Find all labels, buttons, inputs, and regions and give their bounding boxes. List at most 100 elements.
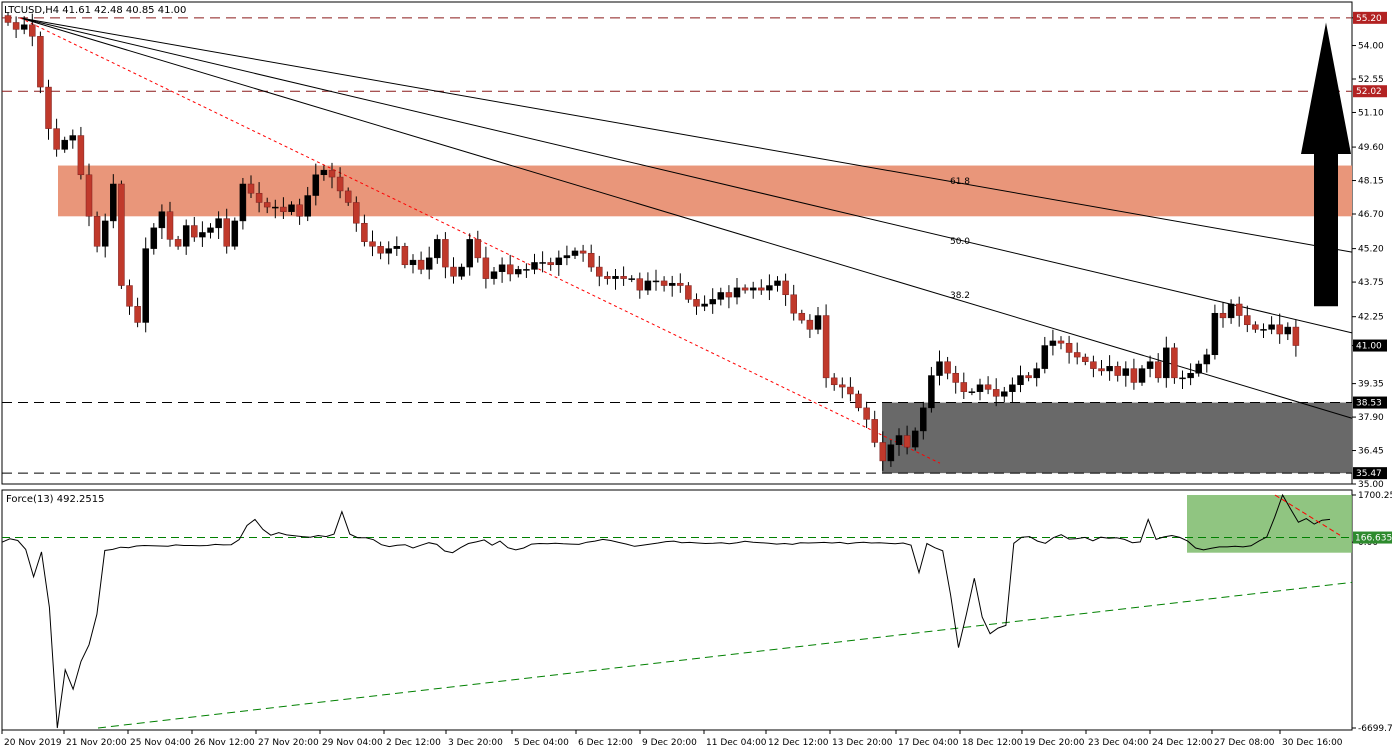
time-label: 20 Nov 2019 xyxy=(4,738,62,748)
candle xyxy=(280,197,287,219)
candle xyxy=(1244,305,1251,333)
candle xyxy=(344,187,352,206)
candle-body xyxy=(515,269,522,275)
candle xyxy=(1179,370,1186,389)
candle xyxy=(749,281,757,299)
candle xyxy=(255,182,263,213)
candle-body xyxy=(296,204,303,217)
up-arrow xyxy=(1301,22,1351,307)
force-panel xyxy=(1,489,1353,731)
force-zone xyxy=(1187,495,1352,553)
price-tick-label: 49.60 xyxy=(1358,143,1384,153)
candle xyxy=(960,372,968,399)
candle xyxy=(1268,316,1275,335)
candle-body xyxy=(620,276,627,279)
candle-body xyxy=(482,257,490,279)
force-tick-label: -6699.77 xyxy=(1358,724,1392,734)
candle xyxy=(425,246,433,280)
candle-body xyxy=(166,211,174,240)
candle xyxy=(855,390,862,412)
candle-body xyxy=(766,285,773,291)
candle-body xyxy=(839,384,846,388)
candle xyxy=(539,251,546,273)
candle-body xyxy=(936,361,943,376)
candle xyxy=(191,216,198,242)
candle xyxy=(596,255,603,287)
candle xyxy=(579,244,587,262)
candle xyxy=(1284,322,1292,341)
fib-fan-line-50.0 xyxy=(19,17,1353,334)
candle xyxy=(814,306,822,335)
candle xyxy=(928,366,935,413)
candle-body xyxy=(69,135,77,141)
candle-body xyxy=(976,384,984,392)
candle xyxy=(1260,323,1267,338)
candle xyxy=(1049,329,1057,356)
time-label: 23 Dec 04:00 xyxy=(1088,738,1149,748)
candle xyxy=(450,257,457,284)
candle xyxy=(215,211,222,239)
time-label: 27 Nov 20:00 xyxy=(258,738,319,748)
force-support-trendline xyxy=(97,581,1353,729)
price-panel-frame xyxy=(1,1,1353,485)
candle-body xyxy=(749,287,757,291)
time-label: 25 Nov 04:00 xyxy=(130,738,191,748)
candle-body xyxy=(174,239,182,247)
price-tick-label: 37.90 xyxy=(1358,413,1384,423)
candle xyxy=(636,272,644,299)
candle xyxy=(952,365,959,394)
candle xyxy=(223,208,230,254)
candle-body xyxy=(344,190,352,203)
fib-fan-line-38.2 xyxy=(19,17,1353,419)
candle-body xyxy=(53,128,60,150)
candle-body xyxy=(1244,315,1251,326)
candle xyxy=(498,257,506,283)
time-label: 3 Dec 20:00 xyxy=(448,738,503,748)
candle-body xyxy=(952,372,959,383)
candle-body xyxy=(93,216,101,247)
candle-body xyxy=(134,306,141,323)
candle xyxy=(1082,353,1089,366)
candle-body xyxy=(847,386,854,395)
price-tag-bg xyxy=(1353,396,1387,409)
candle-body xyxy=(636,278,644,291)
candle-body xyxy=(458,266,465,277)
candle-body xyxy=(328,169,336,178)
candle-body xyxy=(207,227,214,233)
candle-body xyxy=(587,252,595,268)
candle xyxy=(272,199,279,219)
candle-body xyxy=(1292,326,1300,346)
candle xyxy=(442,232,449,279)
candle xyxy=(61,136,68,153)
candle xyxy=(239,177,247,230)
candle xyxy=(377,241,384,260)
candle-body xyxy=(158,211,166,229)
candle-body xyxy=(1146,361,1154,369)
candle xyxy=(879,431,887,471)
candle-body xyxy=(798,312,806,321)
candle-body xyxy=(1114,366,1121,376)
time-label: 19 Dec 20:00 xyxy=(1024,738,1085,748)
candle xyxy=(612,269,619,290)
candle-body xyxy=(733,287,741,298)
candle xyxy=(1114,361,1121,382)
fib-label-50.0: 50.0 xyxy=(950,237,970,247)
candle xyxy=(822,304,830,388)
candle-body xyxy=(863,407,870,420)
candle-body xyxy=(1098,368,1105,372)
candle-body xyxy=(920,407,927,432)
price-tick-label: 45.20 xyxy=(1358,245,1384,255)
candle xyxy=(790,284,797,321)
candle-body xyxy=(369,241,376,247)
candle xyxy=(515,265,522,278)
time-label: 27 Dec 08:00 xyxy=(1214,738,1275,748)
time-label: 21 Nov 20:00 xyxy=(66,738,127,748)
candle xyxy=(782,273,789,306)
candle-body xyxy=(1276,324,1283,335)
force-panel-frame xyxy=(1,489,1353,731)
candle xyxy=(458,263,465,280)
candle-body xyxy=(1138,368,1146,383)
candle xyxy=(263,197,271,214)
candle-body xyxy=(814,315,822,330)
candle-body xyxy=(612,276,619,279)
